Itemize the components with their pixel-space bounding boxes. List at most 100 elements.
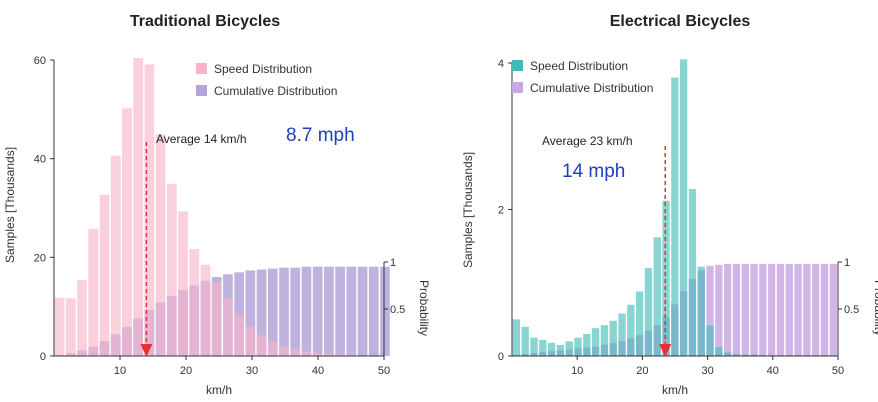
left-y-tick-label: 0 bbox=[40, 351, 46, 363]
right-speed-bar bbox=[530, 337, 538, 356]
right-speed-bar bbox=[574, 337, 582, 356]
right-y-axis-label: Samples [Thousands] bbox=[461, 152, 475, 268]
left-x-tick-label: 40 bbox=[312, 365, 324, 377]
right-speed-bar bbox=[715, 347, 723, 356]
left-y2-tick-label: 0.5 bbox=[390, 304, 405, 316]
right-chart: Electrical Bicycles 0 2 4 10 20 30 40 50 0.5 1 km/h… bbox=[461, 13, 878, 397]
right-x-tick-label: 30 bbox=[701, 365, 713, 377]
left-speed-bar bbox=[155, 134, 166, 356]
left-y2-axis-label: Probability bbox=[417, 280, 431, 336]
right-average-arrow-icon bbox=[659, 344, 672, 357]
left-speed-bar bbox=[133, 58, 144, 356]
right-speed-bar bbox=[750, 354, 758, 356]
left-speed-bar bbox=[88, 228, 99, 356]
left-speed-bar bbox=[189, 248, 200, 356]
left-cumulative-bar bbox=[380, 266, 390, 356]
left-cumulative-bar bbox=[267, 268, 278, 356]
right-y-tick-label: 2 bbox=[498, 205, 504, 217]
left-cumulative-bar bbox=[234, 272, 244, 356]
left-chart: Traditional Bicycles 0 20 40 60 10 20 30 40 50 0.5… bbox=[3, 13, 431, 397]
left-speed-bar bbox=[54, 297, 65, 356]
right-speed-bar bbox=[521, 326, 529, 356]
left-speed-bar bbox=[99, 194, 110, 356]
right-speed-bar bbox=[644, 268, 653, 356]
left-x-tick-label: 10 bbox=[114, 365, 126, 377]
right-mph-label: 14 mph bbox=[562, 161, 625, 182]
right-speed-bar bbox=[609, 320, 617, 356]
right-cumulative-bar bbox=[820, 263, 829, 356]
left-cumulative-bar bbox=[312, 266, 323, 356]
right-x-axis-label: km/h bbox=[662, 383, 688, 397]
right-speed-bar bbox=[741, 354, 749, 356]
right-speed-bar bbox=[671, 77, 679, 357]
right-legend-label: Speed Distribution bbox=[530, 59, 628, 73]
left-speed-bar bbox=[312, 353, 323, 356]
left-legend-swatch bbox=[196, 85, 207, 96]
left-speed-bar bbox=[110, 155, 121, 356]
left-cumulative-bar bbox=[256, 269, 267, 356]
right-speed-bar bbox=[662, 200, 670, 356]
left-cumulative-bar bbox=[335, 266, 345, 356]
left-x-tick-label: 30 bbox=[246, 365, 258, 377]
left-legend-label: Cumulative Distribution bbox=[214, 84, 337, 98]
left-cumulative-bar bbox=[279, 267, 289, 356]
left-speed-bar bbox=[144, 64, 155, 356]
right-y2-axis-label: Probability bbox=[872, 280, 878, 336]
left-speed-bar bbox=[290, 349, 301, 356]
left-speed-bar bbox=[234, 315, 244, 356]
right-cumulative-bar bbox=[750, 263, 758, 356]
right-cumulative-bar bbox=[759, 263, 767, 356]
right-cumulative-bar bbox=[785, 263, 793, 356]
left-cumulative-bar bbox=[301, 266, 312, 356]
left-y-tick-label: 20 bbox=[34, 252, 46, 264]
right-speed-bar bbox=[723, 352, 732, 356]
left-speed-bar bbox=[301, 351, 312, 356]
left-legend-swatch bbox=[196, 63, 207, 74]
right-cumulative-bar bbox=[794, 263, 802, 356]
right-speed-bar bbox=[653, 237, 661, 356]
left-speed-bar bbox=[77, 280, 87, 356]
left-y-tick-label: 60 bbox=[34, 55, 46, 67]
left-average-arrow-icon bbox=[140, 344, 153, 357]
right-cumulative-bar bbox=[803, 263, 811, 356]
right-cumulative-bar bbox=[768, 263, 776, 356]
right-y2-tick-label: 1 bbox=[844, 257, 850, 269]
left-cumulative-bar bbox=[245, 270, 256, 356]
left-speed-bar bbox=[223, 298, 233, 356]
right-legend-label: Cumulative Distribution bbox=[530, 81, 653, 95]
left-speed-bar bbox=[200, 264, 211, 356]
right-speed-bar bbox=[583, 334, 591, 356]
right-cumulative-bar bbox=[741, 263, 749, 356]
right-speed-bar bbox=[706, 325, 714, 356]
right-cumulative-bar bbox=[829, 263, 837, 356]
right-x-tick-label: 20 bbox=[636, 365, 648, 377]
right-average-label: Average 23 km/h bbox=[542, 134, 633, 148]
right-cumulative-bar bbox=[715, 264, 723, 356]
left-x-tick-label: 20 bbox=[180, 365, 192, 377]
right-speed-bar bbox=[688, 188, 697, 356]
left-cumulative-bar bbox=[346, 266, 357, 356]
left-legend-label: Speed Distribution bbox=[214, 62, 312, 76]
left-speed-bar bbox=[65, 298, 76, 356]
right-cumulative-bar bbox=[812, 263, 820, 356]
left-speed-bar bbox=[211, 282, 222, 356]
right-speed-bar bbox=[635, 291, 644, 356]
right-speed-bar bbox=[547, 342, 556, 356]
right-speed-bar bbox=[732, 353, 741, 356]
left-average-label: Average 14 km/h bbox=[156, 132, 247, 146]
right-speed-bar bbox=[565, 341, 573, 356]
left-cumulative-bar bbox=[290, 267, 301, 356]
left-speed-bar bbox=[178, 211, 188, 356]
right-legend-swatch bbox=[512, 60, 523, 71]
left-speed-bar bbox=[122, 108, 132, 356]
right-y2-tick-label: 0.5 bbox=[844, 304, 859, 316]
left-speed-bar bbox=[279, 346, 289, 356]
right-speed-bar bbox=[591, 328, 600, 356]
right-x-tick-label: 10 bbox=[571, 365, 583, 377]
left-speed-bar bbox=[267, 341, 278, 356]
right-y-tick-label: 0 bbox=[498, 351, 504, 363]
right-y-tick-label: 4 bbox=[498, 58, 504, 70]
left-cumulative-bar bbox=[357, 266, 368, 356]
left-speed-bar bbox=[256, 335, 267, 356]
